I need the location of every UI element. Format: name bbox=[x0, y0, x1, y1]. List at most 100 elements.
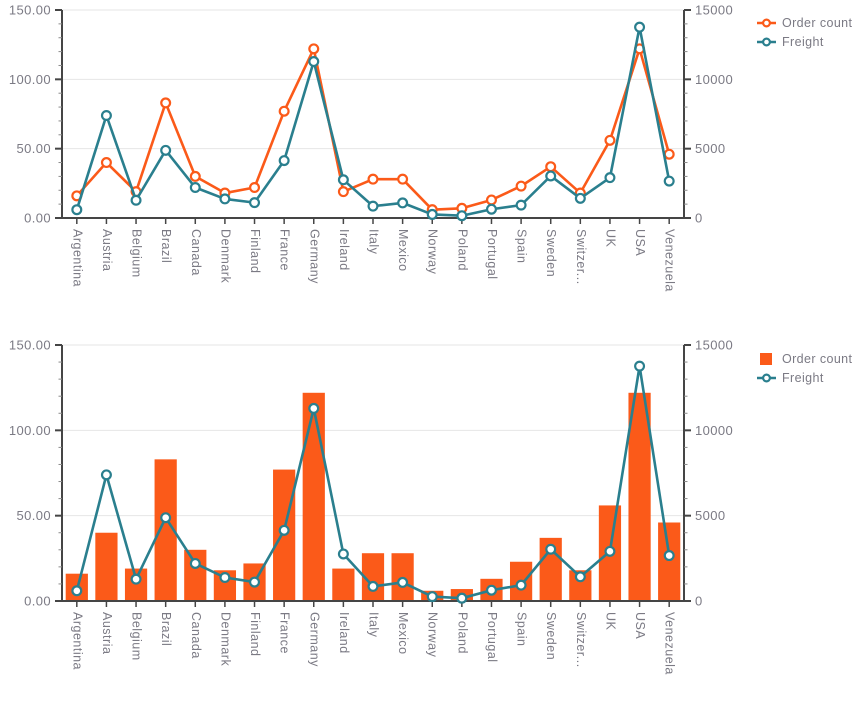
point-marker-Ireland[interactable] bbox=[337, 174, 349, 186]
bar-Ireland[interactable] bbox=[332, 568, 355, 600]
point-marker-UK[interactable] bbox=[604, 545, 616, 557]
series-line-freight bbox=[75, 25, 671, 218]
point-marker-Italy[interactable] bbox=[367, 580, 379, 592]
point-marker-Finland[interactable] bbox=[249, 181, 261, 193]
point-marker-Denmark[interactable] bbox=[219, 571, 231, 583]
line-marker-icon bbox=[757, 373, 776, 383]
x-axis-label: Germany bbox=[307, 612, 321, 667]
point-marker-Mexico[interactable] bbox=[397, 173, 409, 185]
legend-item-order-count[interactable]: Order count bbox=[757, 352, 852, 366]
point-marker-Finland[interactable] bbox=[249, 576, 261, 588]
point-marker-Germany[interactable] bbox=[308, 56, 320, 68]
x-axis-label: Spain bbox=[515, 229, 529, 263]
point-marker-Brazil[interactable] bbox=[160, 144, 172, 156]
point-marker-Austria[interactable] bbox=[100, 469, 112, 481]
point-marker-Spain[interactable] bbox=[515, 579, 527, 591]
bar-Austria[interactable] bbox=[95, 532, 118, 600]
point-marker-Poland[interactable] bbox=[456, 210, 468, 222]
x-axis-label: Mexico bbox=[396, 612, 410, 655]
point-marker-Austria[interactable] bbox=[100, 110, 112, 122]
point-marker-Spain[interactable] bbox=[515, 199, 527, 211]
point-marker-Mexico[interactable] bbox=[397, 576, 409, 588]
bottom-chart-legend: Order count Freight bbox=[757, 352, 852, 385]
x-axis-label: Venezuela bbox=[663, 229, 677, 292]
bar-USA[interactable] bbox=[628, 392, 651, 600]
point-marker-Sweden[interactable] bbox=[545, 170, 557, 182]
point-marker-Finland[interactable] bbox=[249, 197, 261, 209]
x-axis-label: UK bbox=[603, 229, 617, 248]
point-marker-Spain[interactable] bbox=[515, 180, 527, 192]
point-marker-Belgium[interactable] bbox=[130, 573, 142, 585]
bar-Canada[interactable] bbox=[184, 549, 207, 600]
point-marker-Mexico[interactable] bbox=[397, 197, 409, 209]
bar-Germany[interactable] bbox=[302, 392, 325, 600]
point-marker-Italy[interactable] bbox=[367, 173, 379, 185]
point-marker-UK[interactable] bbox=[604, 172, 616, 184]
right-axis-label: 0 bbox=[695, 594, 703, 609]
right-axis-label: 0 bbox=[695, 211, 703, 226]
point-marker-Belgium[interactable] bbox=[130, 194, 142, 206]
point-marker-Canada[interactable] bbox=[189, 557, 201, 569]
point-marker-Argentina[interactable] bbox=[71, 204, 83, 216]
point-marker-Canada[interactable] bbox=[189, 170, 201, 182]
point-marker-Brazil[interactable] bbox=[160, 97, 172, 109]
point-marker-USA[interactable] bbox=[634, 21, 646, 33]
point-marker-UK[interactable] bbox=[604, 134, 616, 146]
bar-Venezuela[interactable] bbox=[658, 522, 681, 600]
point-marker-Germany[interactable] bbox=[308, 402, 320, 414]
point-marker-Venezuela[interactable] bbox=[663, 148, 675, 160]
point-marker-France[interactable] bbox=[278, 155, 290, 167]
point-marker-Venezuela[interactable] bbox=[663, 550, 675, 562]
right-axis-label: 10000 bbox=[695, 423, 733, 438]
point-marker-Sweden[interactable] bbox=[545, 161, 557, 173]
point-marker-Ireland[interactable] bbox=[337, 186, 349, 198]
point-marker-Sweden[interactable] bbox=[545, 543, 557, 555]
x-axis-label: Switzer... bbox=[574, 612, 588, 668]
point-marker-Poland[interactable] bbox=[456, 592, 468, 604]
point-marker-Norway[interactable] bbox=[426, 591, 438, 603]
legend-item-freight[interactable]: Freight bbox=[757, 371, 852, 385]
point-marker-France[interactable] bbox=[278, 105, 290, 117]
x-axis-label: Argentina bbox=[70, 612, 84, 670]
left-axis-label: 0.00 bbox=[24, 594, 51, 609]
point-marker-Brazil[interactable] bbox=[160, 512, 172, 524]
point-marker-Canada[interactable] bbox=[189, 182, 201, 194]
x-axis-label: Belgium bbox=[130, 229, 144, 278]
legend-item-order-count[interactable]: Order count bbox=[757, 16, 852, 30]
point-marker-Argentina[interactable] bbox=[71, 585, 83, 597]
point-marker-Switzer...[interactable] bbox=[574, 571, 586, 583]
point-marker-Austria[interactable] bbox=[100, 157, 112, 169]
x-axis-label: France bbox=[278, 612, 292, 654]
point-marker-Germany[interactable] bbox=[308, 43, 320, 55]
point-marker-Switzer...[interactable] bbox=[574, 192, 586, 204]
bar-Brazil[interactable] bbox=[154, 459, 177, 600]
x-axis-label: Poland bbox=[455, 229, 469, 271]
bar-Italy[interactable] bbox=[361, 553, 385, 600]
point-marker-USA[interactable] bbox=[634, 360, 646, 372]
x-axis-label: Denmark bbox=[218, 612, 232, 666]
point-marker-Portugal[interactable] bbox=[485, 203, 497, 215]
point-marker-Portugal[interactable] bbox=[485, 194, 497, 206]
left-axis-label: 100.00 bbox=[9, 72, 51, 87]
point-marker-France[interactable] bbox=[278, 524, 290, 536]
point-marker-Portugal[interactable] bbox=[485, 584, 497, 596]
point-marker-Italy[interactable] bbox=[367, 200, 379, 212]
point-marker-Denmark[interactable] bbox=[219, 193, 231, 205]
bottom-bar-line-chart-canvas: 0.00 50.00 100.00 150.00 0 5000 10000 15000 Arge… bbox=[9, 338, 733, 675]
x-axis-label: Belgium bbox=[130, 612, 144, 661]
legend-label: Order count bbox=[782, 16, 853, 30]
bar-Switzer...[interactable] bbox=[569, 570, 592, 600]
x-axis-label: Italy bbox=[367, 612, 381, 638]
x-axis-label: Ireland bbox=[337, 612, 351, 654]
legend-item-freight[interactable]: Freight bbox=[757, 35, 852, 49]
x-axis-label: Finland bbox=[248, 229, 262, 274]
point-marker-Norway[interactable] bbox=[426, 208, 438, 220]
legend-label: Freight bbox=[782, 35, 824, 49]
legend-label: Order count bbox=[782, 352, 853, 366]
top-chart-legend: Order count Freight bbox=[757, 16, 852, 49]
bar-Mexico[interactable] bbox=[391, 553, 414, 600]
point-marker-Ireland[interactable] bbox=[337, 548, 349, 560]
left-axis-label: 50.00 bbox=[16, 508, 51, 523]
point-marker-Venezuela[interactable] bbox=[663, 175, 675, 187]
